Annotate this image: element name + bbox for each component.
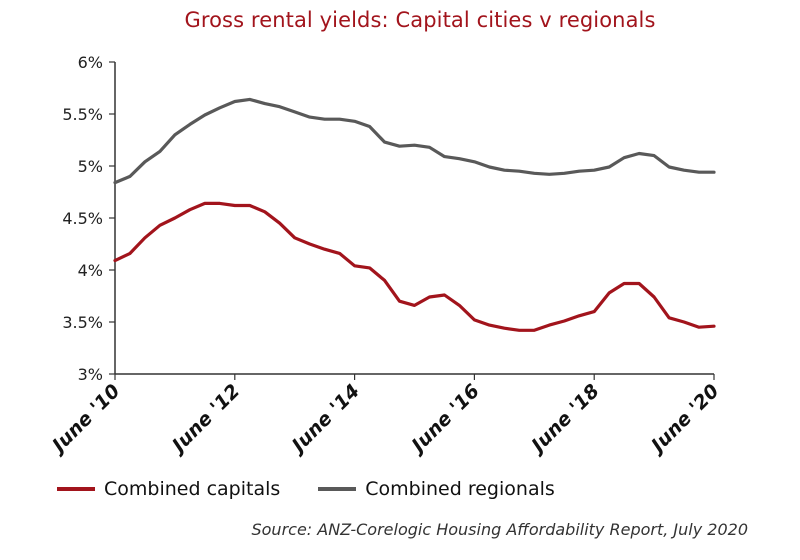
y-tick-group: 3% 3.5% 4% 4.5% 5% 5.5% 6%: [62, 53, 115, 384]
legend-swatch-regionals: [318, 487, 357, 491]
legend-label-capitals: Combined capitals: [104, 478, 281, 500]
x-tick-group: June '10 June '12 June '14 June '16 June '18…: [45, 374, 724, 459]
x-tick-label: June '18: [525, 380, 604, 459]
x-tick-label: June '14: [285, 380, 364, 459]
x-tick-label: June '20: [644, 380, 723, 459]
legend: Combined capitals Combined regionals: [57, 478, 593, 500]
chart-plot-area: 3%3.5%4%4.5%5%5.5%6% June '10 June '12 Jun…: [45, 53, 724, 459]
y-tick-label: 5%: [78, 157, 103, 176]
legend-item-regionals: Combined regionals: [318, 478, 555, 500]
y-tick-label: 3%: [78, 365, 103, 384]
chart-title: Gross rental yields: Capital cities v re…: [184, 8, 656, 32]
x-tick-label: June '10: [45, 380, 124, 459]
y-tick-label: 6%: [78, 53, 103, 72]
series-lines-group: [113, 97, 716, 332]
y-tick-label: 4.5%: [62, 209, 103, 228]
x-tick-label: June '12: [165, 380, 244, 459]
legend-label-regionals: Combined regionals: [365, 478, 555, 500]
axes-group: [114, 62, 714, 375]
series-line-capitals: [113, 201, 716, 332]
x-tick-label: June '16: [405, 380, 484, 459]
legend-item-capitals: Combined capitals: [57, 478, 280, 500]
y-tick-label: 5.5%: [62, 105, 103, 124]
y-tick-label: 3.5%: [62, 313, 103, 332]
source-note: Source: ANZ-Corelogic Housing Affordabil…: [251, 520, 748, 539]
y-tick-label: 4%: [78, 261, 103, 280]
legend-swatch-capitals: [57, 487, 95, 491]
series-line-regionals: [113, 97, 716, 185]
